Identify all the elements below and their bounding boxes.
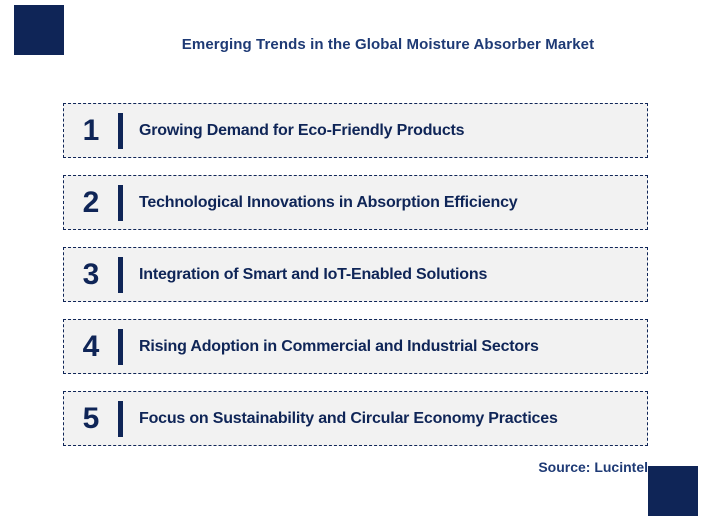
trend-number: 5 bbox=[82, 401, 100, 435]
corner-decor-bottom-right bbox=[648, 466, 698, 516]
trend-label: Focus on Sustainability and Circular Eco… bbox=[139, 409, 558, 427]
trend-row-5: 5 Focus on Sustainability and Circular E… bbox=[63, 391, 648, 446]
trend-row-3: 3 Integration of Smart and IoT-Enabled S… bbox=[63, 247, 648, 302]
page-title: Emerging Trends in the Global Moisture A… bbox=[181, 36, 595, 53]
trend-label: Integration of Smart and IoT-Enabled Sol… bbox=[139, 265, 488, 283]
trend-number: 4 bbox=[82, 329, 100, 363]
vertical-divider bbox=[118, 328, 123, 365]
vertical-divider bbox=[118, 400, 123, 437]
trend-number: 2 bbox=[82, 185, 100, 219]
trend-number: 1 bbox=[82, 113, 100, 147]
trend-row-4: 4 Rising Adoption in Commercial and Indu… bbox=[63, 319, 648, 374]
source-credit: Source: Lucintel bbox=[538, 459, 648, 475]
corner-decor-top-left bbox=[14, 5, 64, 55]
trend-row-2: 2 Technological Innovations in Absorptio… bbox=[63, 175, 648, 230]
trend-label: Rising Adoption in Commercial and Indust… bbox=[139, 337, 539, 355]
trend-row-1: 1 Growing Demand for Eco-Friendly Produc… bbox=[63, 103, 648, 158]
trend-label: Technological Innovations in Absorption … bbox=[139, 193, 518, 211]
vertical-divider bbox=[118, 184, 123, 221]
trend-label: Growing Demand for Eco-Friendly Products bbox=[139, 121, 465, 139]
vertical-divider bbox=[118, 112, 123, 149]
trend-number: 3 bbox=[82, 257, 100, 291]
vertical-divider bbox=[118, 256, 123, 293]
trend-list: 1 Growing Demand for Eco-Friendly Produc… bbox=[63, 103, 648, 463]
